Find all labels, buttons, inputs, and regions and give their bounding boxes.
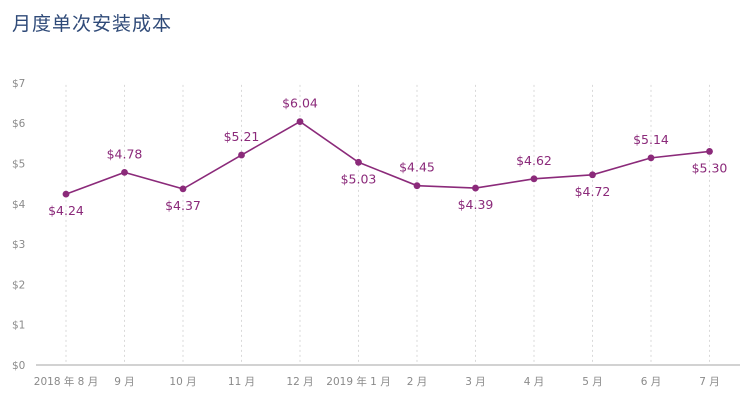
data-point bbox=[647, 154, 655, 162]
data-label: $4.78 bbox=[107, 146, 143, 161]
x-tick-label: 3 月 bbox=[465, 376, 486, 388]
y-tick-label: $0 bbox=[12, 360, 25, 372]
data-label: $5.30 bbox=[692, 160, 728, 175]
data-label: $4.45 bbox=[399, 160, 435, 175]
data-point bbox=[706, 148, 713, 155]
data-label: $4.39 bbox=[458, 197, 494, 212]
series-line bbox=[65, 120, 710, 195]
y-tick-label: $5 bbox=[12, 159, 25, 171]
x-tick-label: 9 月 bbox=[114, 376, 135, 388]
data-label: $5.21 bbox=[224, 129, 260, 144]
data-point bbox=[355, 158, 362, 166]
y-tick-label: $7 bbox=[12, 78, 25, 90]
x-tick-label: 5 月 bbox=[582, 376, 603, 388]
grid-layer bbox=[65, 84, 710, 365]
y-tick-label: $1 bbox=[12, 320, 25, 332]
axis-layer: $0 $1 $2 $3 $4 $5 $6 $7 2018 年 8 月 9 月 10 月 11 月 12 … bbox=[12, 78, 740, 388]
x-tick-label: 6 月 bbox=[641, 376, 662, 388]
data-label: $6.04 bbox=[282, 96, 318, 111]
x-tick-label: 2018 年 8 月 bbox=[34, 375, 98, 388]
chart-title: 月度单次安装成本 bbox=[12, 13, 173, 35]
series-layer bbox=[62, 118, 713, 198]
y-tick-label: $2 bbox=[12, 279, 25, 291]
data-point bbox=[121, 168, 128, 176]
data-label: $4.24 bbox=[48, 203, 84, 218]
y-tick-label: $6 bbox=[12, 118, 26, 130]
x-tick-label: 10 月 bbox=[169, 376, 196, 388]
data-label: $5.14 bbox=[633, 132, 669, 147]
x-tick-label: 7 月 bbox=[699, 376, 720, 388]
x-tick-label: 4 月 bbox=[524, 376, 545, 388]
x-tick-label: 11 月 bbox=[228, 376, 255, 388]
data-label: $5.03 bbox=[341, 171, 377, 186]
data-point bbox=[179, 185, 187, 193]
data-point bbox=[62, 190, 70, 198]
data-point bbox=[472, 184, 479, 192]
x-tick-label: 2 月 bbox=[407, 376, 428, 388]
data-label: $4.62 bbox=[516, 153, 552, 168]
data-point bbox=[413, 182, 421, 190]
y-tick-label: $3 bbox=[12, 239, 25, 251]
data-label: $4.37 bbox=[165, 198, 201, 213]
x-tick-label: 2019 年 1 月 bbox=[326, 375, 390, 388]
data-point bbox=[530, 175, 538, 183]
x-tick-label: 12 月 bbox=[286, 376, 313, 388]
data-point bbox=[238, 151, 245, 159]
data-label: $4.72 bbox=[575, 184, 611, 199]
label-layer: $4.24 $4.78 $4.37 $5.21 $6.04 $5.03 $4.45 $4.39… bbox=[48, 96, 727, 219]
data-point bbox=[296, 118, 304, 125]
y-tick-label: $4 bbox=[12, 199, 26, 211]
data-point bbox=[589, 171, 596, 179]
